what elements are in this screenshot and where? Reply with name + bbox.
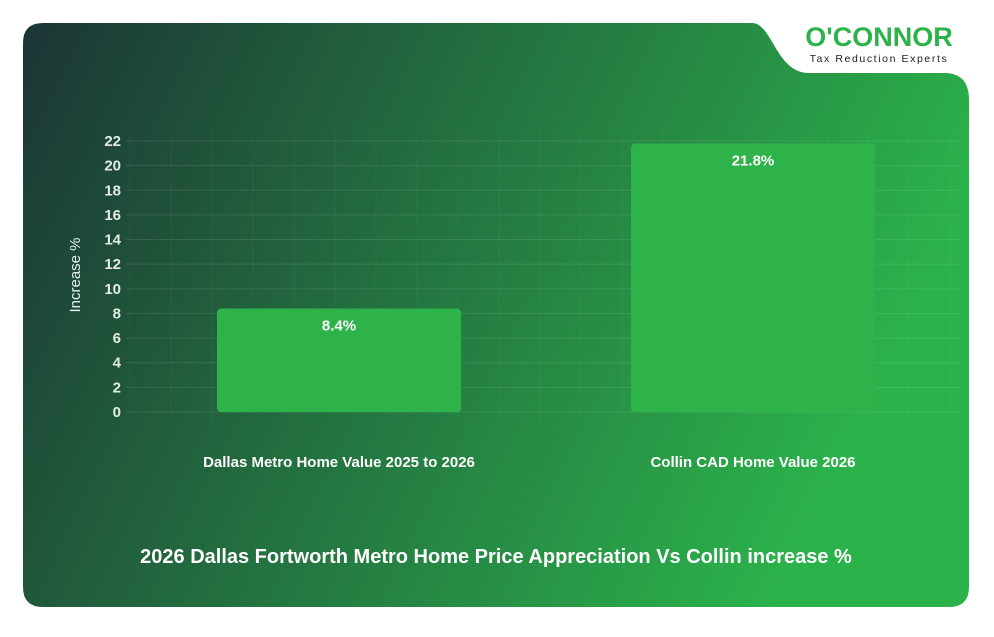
logo: O'CONNOR Tax Reduction Experts [805,22,952,65]
data-label: 21.8% [732,152,775,169]
x-tick-label: Dallas Metro Home Value 2025 to 2026 [203,454,475,471]
y-tick-label: 18 [104,182,121,199]
y-tick-label: 10 [104,281,121,298]
y-tick-label: 4 [113,355,122,372]
y-tick-label: 2 [113,379,121,396]
y-tick-label: 6 [113,330,121,347]
bar [217,308,461,412]
bar [631,143,875,413]
x-tick-label: Collin CAD Home Value 2026 [650,454,855,471]
y-tick-label: 8 [113,305,121,322]
logo-name: O'CONNOR [805,22,952,52]
bars: 8.4% Dallas Metro Home Value 2025 to 2026… [203,143,875,471]
logo-tagline: Tax Reduction Experts [810,53,949,65]
chart-title: 2026 Dallas Fortworth Metro Home Price A… [140,546,852,568]
y-axis-label: Increase % [67,237,84,312]
y-tick-label: 12 [104,256,121,273]
y-tick-label: 22 [104,133,121,150]
y-axis: 0 2 4 6 8 10 12 14 16 18 20 22 [104,133,121,421]
y-tick-label: 16 [104,207,121,224]
y-tick-label: 14 [104,232,121,249]
y-tick-label: 0 [113,404,121,421]
y-tick-label: 20 [104,158,121,175]
data-label: 8.4% [322,318,356,335]
